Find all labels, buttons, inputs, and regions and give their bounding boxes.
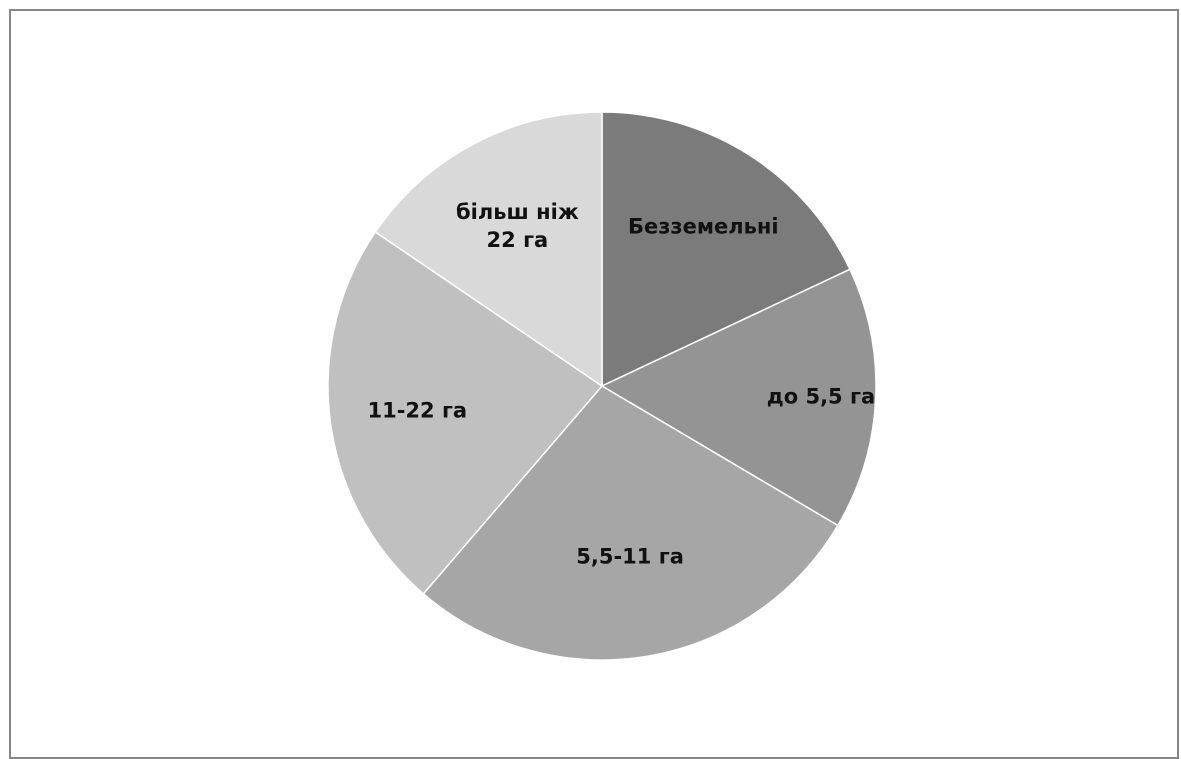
pie-labels: Безземельні до 5,5 га 5,5-11 га 11-22 га біл… [367, 200, 875, 568]
pie-slice-3 [422, 385, 839, 661]
pie-slice-5 [374, 111, 603, 388]
pie-slices [327, 111, 877, 661]
slice-label-1: Безземельні [628, 214, 779, 238]
pie-slice-1 [601, 111, 851, 388]
chart-area: Безземельні до 5,5 га 5,5-11 га 11-22 га біл… [9, 9, 1179, 759]
pie-slice-2 [600, 268, 877, 527]
slice-label-3: 5,5-11 га [576, 544, 684, 568]
slice-label-2: до 5,5 га [767, 384, 875, 408]
pie-chart: Безземельні до 5,5 га 5,5-11 га 11-22 га біл… [327, 111, 877, 661]
slice-label-4: 11-22 га [367, 399, 467, 423]
pie-slice-4 [327, 230, 604, 595]
slice-label-5: більш ніж 22 га [456, 200, 579, 252]
